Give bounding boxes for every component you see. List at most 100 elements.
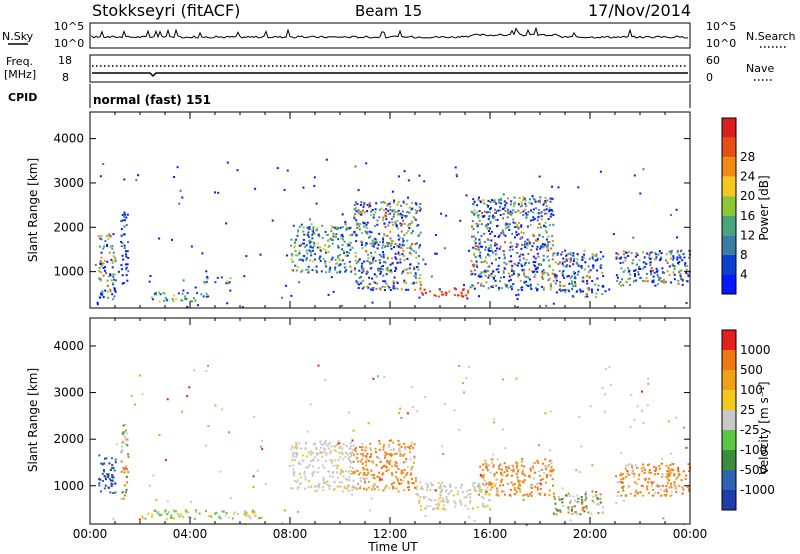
echo-cell (629, 492, 632, 495)
echo-cell (371, 244, 374, 247)
echo-cell (364, 449, 367, 452)
echo-cell (403, 453, 406, 456)
echo-cell (402, 461, 405, 464)
echo-cell (498, 287, 500, 289)
echo-cell (390, 269, 392, 272)
echo-cell (332, 233, 335, 236)
echo-cell (435, 507, 438, 509)
echo-cell (515, 294, 518, 297)
echo-cell (423, 396, 426, 398)
echo-cell (302, 238, 305, 241)
echo-cell (499, 276, 502, 279)
echo-cell (641, 485, 644, 488)
echo-cell (637, 478, 640, 481)
echo-cell (110, 482, 113, 485)
echo-cell (684, 265, 687, 268)
velocity-colorbar: Velocity [m s⁻¹] 100050010025-25-100-500… (721, 329, 775, 511)
echo-cell (361, 209, 364, 212)
echo-cell (379, 478, 382, 481)
echo-cell (571, 509, 573, 512)
echo-cell (508, 467, 510, 470)
echo-cell (674, 487, 677, 490)
echo-cell (104, 289, 107, 292)
echo-cell (355, 280, 358, 283)
echo-cell (397, 209, 400, 212)
echo-cell (316, 453, 319, 456)
echo-cell (523, 197, 526, 200)
echo-cell (540, 484, 543, 487)
echo-cell (517, 293, 520, 296)
echo-cell (316, 271, 318, 274)
echo-cell (491, 275, 494, 278)
noise-left-tick-top: 10^5 (54, 20, 84, 33)
echo-cell (342, 443, 345, 446)
echo-cell (125, 224, 128, 227)
echo-cell (569, 519, 572, 522)
echo-cell (470, 260, 473, 262)
echo-cell (507, 197, 509, 200)
echo-cell (408, 251, 411, 254)
echo-cell (524, 246, 526, 249)
echo-cell (652, 279, 655, 282)
echo-cell (439, 485, 442, 488)
echo-cell (112, 467, 115, 469)
echo-cell (429, 488, 432, 491)
echo-cell (335, 226, 338, 229)
echo-cell (399, 478, 402, 481)
echo-cell (137, 174, 140, 177)
echo-cell (378, 448, 381, 451)
echo-cell (112, 517, 115, 520)
freq-left-tick-bottom: 8 (62, 71, 69, 84)
freq-left-tick-top: 18 (58, 54, 72, 67)
echo-cell (409, 245, 412, 248)
echo-cell (534, 273, 537, 276)
echo-cell (501, 474, 504, 477)
echo-cell (633, 481, 636, 484)
echo-cell (109, 245, 112, 248)
echo-cell (303, 487, 306, 490)
echo-cell (545, 205, 548, 208)
echo-cell (339, 473, 342, 476)
echo-cell (526, 276, 529, 278)
echo-cell (123, 244, 126, 247)
echo-cell (589, 405, 592, 408)
echo-cell (344, 223, 347, 226)
echo-cell (365, 272, 368, 275)
echo-cell (591, 291, 594, 294)
echo-cell (355, 262, 358, 265)
echo-cell (522, 232, 525, 234)
echo-cell (205, 295, 208, 298)
echo-cell (113, 295, 116, 298)
echo-cell (485, 465, 487, 468)
echo-cell (100, 264, 103, 267)
echo-cell (113, 287, 116, 290)
echo-cell (314, 456, 317, 459)
echo-cell (567, 506, 570, 509)
freq-label-2: [MHz] (4, 68, 36, 81)
echo-cell (473, 487, 476, 489)
echo-cell (498, 234, 501, 237)
echo-cell (359, 203, 362, 206)
echo-cell (295, 455, 298, 458)
echo-cell (415, 203, 418, 206)
echo-cell (350, 453, 353, 456)
echo-cell (313, 470, 316, 473)
echo-cell (359, 212, 362, 215)
echo-cell (420, 283, 422, 286)
echo-cell (372, 216, 375, 219)
echo-cell (596, 503, 599, 505)
echo-cell (413, 457, 416, 460)
echo-cell (387, 445, 390, 448)
echo-cell (509, 241, 512, 244)
echo-cell (170, 514, 173, 517)
echo-cell (100, 238, 103, 241)
echo-cell (653, 465, 656, 468)
echo-cell (316, 471, 319, 474)
echo-cell (493, 216, 496, 219)
echo-cell (368, 236, 370, 239)
echo-cell (396, 261, 399, 264)
echo-cell (292, 451, 295, 454)
echo-cell (657, 275, 660, 278)
echo-cell (311, 260, 314, 263)
echo-cell (479, 465, 482, 468)
